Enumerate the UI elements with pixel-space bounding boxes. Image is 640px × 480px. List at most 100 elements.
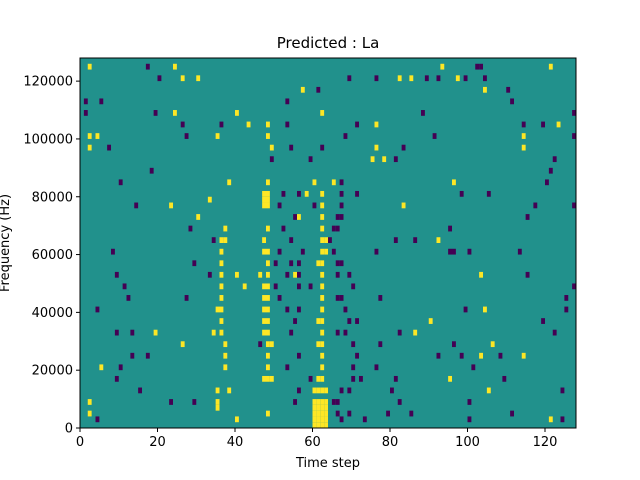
low-cell-75 (452, 248, 456, 255)
high-cell-73 (479, 271, 484, 278)
low-cell-160 (510, 410, 515, 417)
y-tick-label-0: 0 (65, 422, 73, 437)
high-cell-47 (196, 214, 201, 220)
low-cell-60 (281, 225, 286, 232)
high-cell-125 (227, 387, 232, 394)
low-cell-13 (99, 98, 104, 105)
low-cell-51 (312, 202, 317, 209)
low-cell-159 (409, 410, 414, 417)
low-cell-158 (386, 410, 391, 417)
low-cell-165 (560, 416, 565, 423)
high-cell-28 (382, 156, 387, 163)
low-cell-122 (351, 341, 356, 348)
low-cell-111 (347, 318, 352, 324)
low-cell-18 (421, 110, 425, 116)
high-cell-35 (266, 190, 270, 197)
low-cell-106 (297, 306, 301, 313)
high-cell-23 (87, 144, 92, 151)
x-axis-label: Time step (295, 456, 360, 471)
low-cell-147 (390, 387, 394, 394)
low-cell-99 (277, 295, 282, 301)
low-cell-43 (281, 190, 286, 197)
low-cell-21 (219, 121, 224, 128)
low-cell-58 (525, 214, 530, 220)
high-cell-21 (266, 133, 270, 139)
low-cell-53 (533, 202, 538, 209)
low-cell-42 (545, 179, 549, 186)
high-cell-137 (215, 404, 220, 411)
low-cell-10 (316, 86, 321, 93)
low-cell-87 (297, 271, 301, 278)
high-cell-86 (266, 306, 270, 313)
x-tick-label-6: 120 (533, 435, 558, 450)
low-cell-94 (308, 283, 313, 290)
low-cell-34 (269, 156, 274, 163)
high-cell-4 (180, 75, 185, 82)
low-cell-56 (335, 214, 340, 220)
low-cell-107 (343, 306, 348, 313)
high-cell-59 (262, 248, 267, 255)
low-cell-140 (359, 375, 363, 382)
low-cell-86 (285, 271, 290, 278)
low-cell-97 (126, 295, 131, 301)
high-cell-18 (87, 133, 92, 139)
low-cell-17 (153, 110, 158, 116)
high-cell-3 (548, 63, 553, 70)
plot-area (79, 57, 577, 429)
high-cell-19 (95, 133, 100, 139)
low-cell-148 (560, 387, 565, 394)
high-cell-13 (320, 110, 325, 116)
high-cell-31 (312, 179, 317, 186)
high-cell-143 (312, 410, 317, 417)
low-cell-112 (355, 318, 360, 324)
high-cell-112 (479, 352, 484, 359)
low-cell-30 (107, 144, 112, 151)
high-cell-128 (320, 387, 325, 394)
high-cell-15 (266, 121, 270, 128)
low-cell-82 (335, 260, 340, 267)
high-cell-40 (207, 196, 212, 203)
low-cell-68 (413, 237, 418, 243)
low-cell-6 (424, 75, 429, 82)
high-cell-134 (316, 399, 321, 405)
low-cell-156 (335, 410, 340, 417)
high-cell-87 (320, 306, 325, 313)
low-cell-96 (572, 283, 577, 290)
low-cell-24 (521, 121, 526, 128)
high-cell-85 (262, 306, 267, 313)
high-cell-30 (266, 179, 270, 186)
high-cell-94 (428, 318, 433, 324)
high-cell-10 (483, 86, 487, 93)
high-cell-75 (242, 283, 247, 290)
high-cell-110 (266, 352, 270, 359)
high-cell-78 (320, 283, 325, 290)
high-cell-26 (521, 144, 526, 151)
low-cell-164 (467, 416, 472, 423)
low-cell-26 (184, 133, 189, 139)
high-cell-133 (312, 399, 317, 405)
low-cell-2 (479, 63, 484, 70)
low-cell-64 (211, 237, 216, 243)
low-cell-73 (374, 248, 379, 255)
low-cell-9 (483, 75, 487, 82)
low-cell-146 (347, 387, 352, 394)
low-cell-162 (339, 416, 344, 423)
high-cell-155 (316, 422, 321, 428)
low-cell-89 (347, 271, 352, 278)
low-cell-117 (335, 329, 340, 336)
low-cell-138 (308, 375, 313, 382)
low-cell-142 (502, 375, 507, 382)
low-cell-133 (285, 364, 290, 371)
y-tick-label-6: 120000 (23, 75, 73, 90)
low-cell-154 (397, 399, 402, 405)
high-cell-82 (320, 295, 325, 301)
low-cell-57 (339, 214, 344, 220)
high-cell-146 (324, 410, 329, 417)
high-cell-115 (223, 364, 228, 371)
high-cell-80 (262, 295, 267, 301)
low-cell-114 (114, 329, 119, 336)
high-cell-93 (320, 318, 325, 324)
high-cell-103 (223, 341, 228, 348)
high-cell-124 (215, 387, 220, 394)
low-cell-15 (510, 98, 515, 105)
